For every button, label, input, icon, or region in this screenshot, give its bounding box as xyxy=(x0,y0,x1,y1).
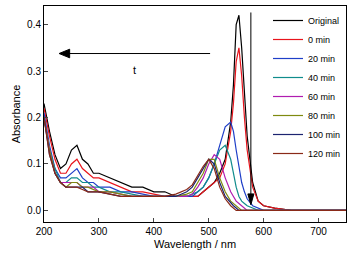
svg-text:80 min: 80 min xyxy=(308,111,335,121)
svg-text:Wavelength / nm: Wavelength / nm xyxy=(154,238,236,250)
svg-text:0 min: 0 min xyxy=(308,35,330,45)
svg-text:300: 300 xyxy=(91,226,108,237)
svg-text:0.2: 0.2 xyxy=(27,112,41,123)
svg-text:Absorbance: Absorbance xyxy=(10,85,22,144)
svg-text:200: 200 xyxy=(36,226,53,237)
svg-text:600: 600 xyxy=(255,226,272,237)
svg-text:0.4: 0.4 xyxy=(27,19,41,30)
svg-text:120 min: 120 min xyxy=(308,149,340,159)
svg-text:20 min: 20 min xyxy=(308,54,335,64)
svg-text:40 min: 40 min xyxy=(308,73,335,83)
svg-text:0.3: 0.3 xyxy=(27,66,41,77)
svg-text:400: 400 xyxy=(145,226,162,237)
svg-text:Original: Original xyxy=(308,16,339,26)
svg-text:t: t xyxy=(133,64,136,76)
svg-text:500: 500 xyxy=(200,226,217,237)
svg-text:0.1: 0.1 xyxy=(27,158,41,169)
svg-text:700: 700 xyxy=(310,226,327,237)
svg-text:0.0: 0.0 xyxy=(27,205,41,216)
svg-text:100 min: 100 min xyxy=(308,130,340,140)
svg-text:60 min: 60 min xyxy=(308,92,335,102)
